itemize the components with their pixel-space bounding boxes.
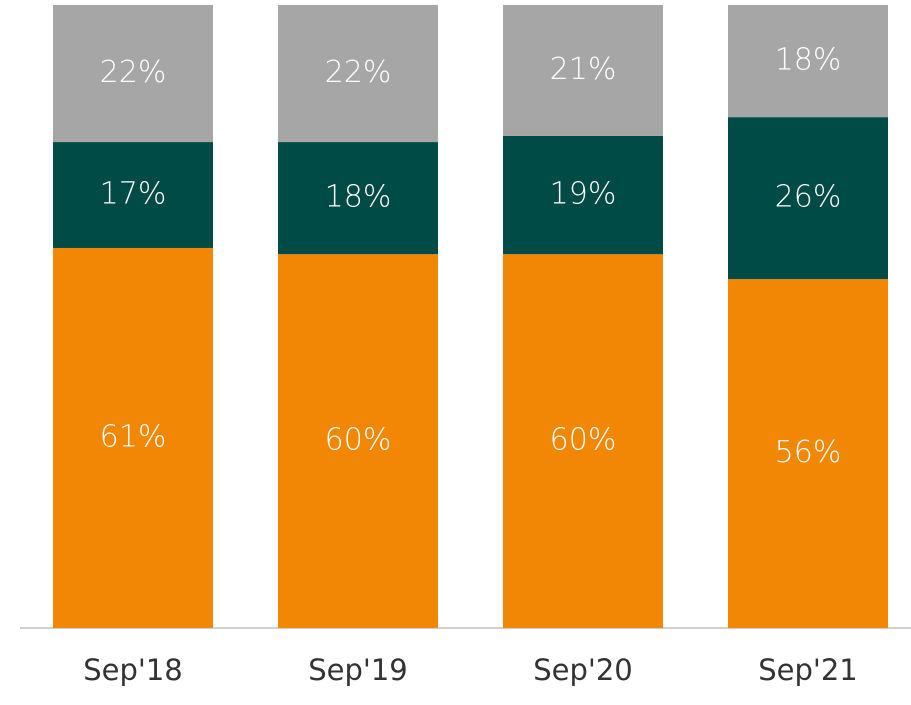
bar-segment	[728, 5, 888, 118]
data-label: 22%	[325, 55, 392, 90]
bar-segment	[278, 254, 438, 628]
bar-segment	[278, 142, 438, 255]
bar-segment	[728, 117, 888, 280]
data-label: 19%	[550, 177, 617, 212]
data-label: 26%	[775, 180, 842, 215]
data-label: 56%	[775, 435, 842, 470]
x-tick-label: Sep'21	[758, 653, 858, 687]
x-tick-label: Sep'19	[308, 653, 408, 687]
bar-segment	[503, 135, 663, 255]
data-label: 60%	[325, 423, 392, 458]
data-label: 61%	[100, 419, 167, 454]
bar-segment	[53, 142, 213, 248]
bar-segment	[503, 254, 663, 628]
data-label: 17%	[100, 177, 167, 212]
bar-segment	[728, 279, 888, 628]
bar-segment	[53, 5, 213, 143]
data-label: 18%	[325, 180, 392, 215]
x-tick-label: Sep'18	[83, 653, 183, 687]
data-label: 60%	[550, 423, 617, 458]
data-label: 22%	[100, 55, 167, 90]
bar-segment	[278, 5, 438, 143]
data-label: 21%	[550, 52, 617, 87]
x-tick-label: Sep'20	[533, 653, 633, 687]
data-label: 18%	[775, 43, 842, 78]
bar-segment	[503, 5, 663, 136]
bar-segment	[53, 247, 213, 628]
